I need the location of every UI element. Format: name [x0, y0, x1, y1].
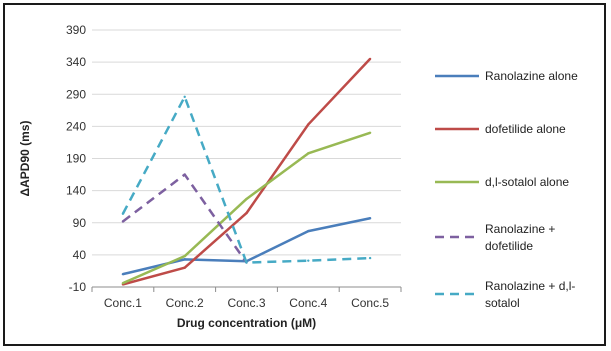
x-tick-label: Conc.3: [227, 296, 265, 310]
series-2-point: [245, 211, 248, 215]
series-5-point: [183, 95, 186, 99]
x-tick-label: Conc.2: [166, 296, 204, 310]
series-lines: [121, 57, 372, 286]
series-3-point: [245, 197, 248, 201]
x-axis-ticks: Conc.1 Conc.2 Conc.3 Conc.4 Conc.5: [91, 287, 402, 310]
series-3-point: [183, 254, 186, 258]
series-2-line: [122, 58, 372, 286]
series-5-point: [307, 259, 310, 262]
x-tick-label: Conc.1: [104, 296, 142, 310]
series-2-point: [183, 266, 186, 269]
series-4-line: [122, 173, 248, 264]
y-tick-label: 140: [66, 184, 86, 198]
series-4-point: [121, 220, 125, 223]
legend-label: d,l-sotalol alone: [485, 175, 569, 189]
legend-label: dofetilide alone: [485, 122, 566, 136]
y-axis-title: ΔAPD90 (ms): [18, 121, 32, 197]
series-5-line: [121, 95, 371, 264]
series-3-point: [307, 152, 310, 155]
series-3-point: [121, 281, 125, 285]
y-tick-label: 240: [66, 119, 86, 133]
series-5-point: [245, 261, 248, 264]
gridlines: [92, 29, 401, 288]
series-1-point: [307, 229, 310, 233]
series-2-point: [307, 123, 310, 126]
series-3-point: [368, 131, 372, 134]
y-tick-label: 90: [73, 216, 87, 230]
y-tick-label: 40: [73, 248, 87, 262]
series-4-point: [183, 173, 186, 176]
y-tick-label: -10: [69, 280, 87, 294]
legend: Ranolazine alone dofetilide alone d,l-sota…: [435, 69, 578, 310]
chart-frame: -10 40 90 140 190 240 290 340 390 Conc.1 Conc.2 Co…: [3, 3, 606, 346]
x-tick-label: Conc.5: [351, 296, 389, 310]
series-5-point: [368, 256, 372, 260]
series-1-point: [368, 217, 372, 220]
x-tick-label: Conc.4: [289, 296, 327, 310]
legend-label: Ranolazine + dofetilide: [485, 222, 555, 253]
series-1-point: [183, 258, 186, 261]
y-tick-label: 390: [66, 23, 86, 37]
x-axis-title: Drug concentration (μM): [177, 316, 316, 330]
y-tick-label: 290: [66, 87, 86, 101]
series-5-point: [121, 212, 125, 215]
series-2-point: [368, 57, 372, 61]
series-1-point: [121, 272, 125, 276]
legend-label: Ranolazine alone: [485, 69, 578, 83]
y-tick-label: 190: [66, 152, 86, 166]
y-axis-ticks: -10 40 90 140 190 240 290 340 390: [66, 23, 86, 294]
legend-label: Ranolazine + d,l-sotalol: [485, 279, 575, 310]
y-tick-label: 340: [66, 55, 86, 69]
